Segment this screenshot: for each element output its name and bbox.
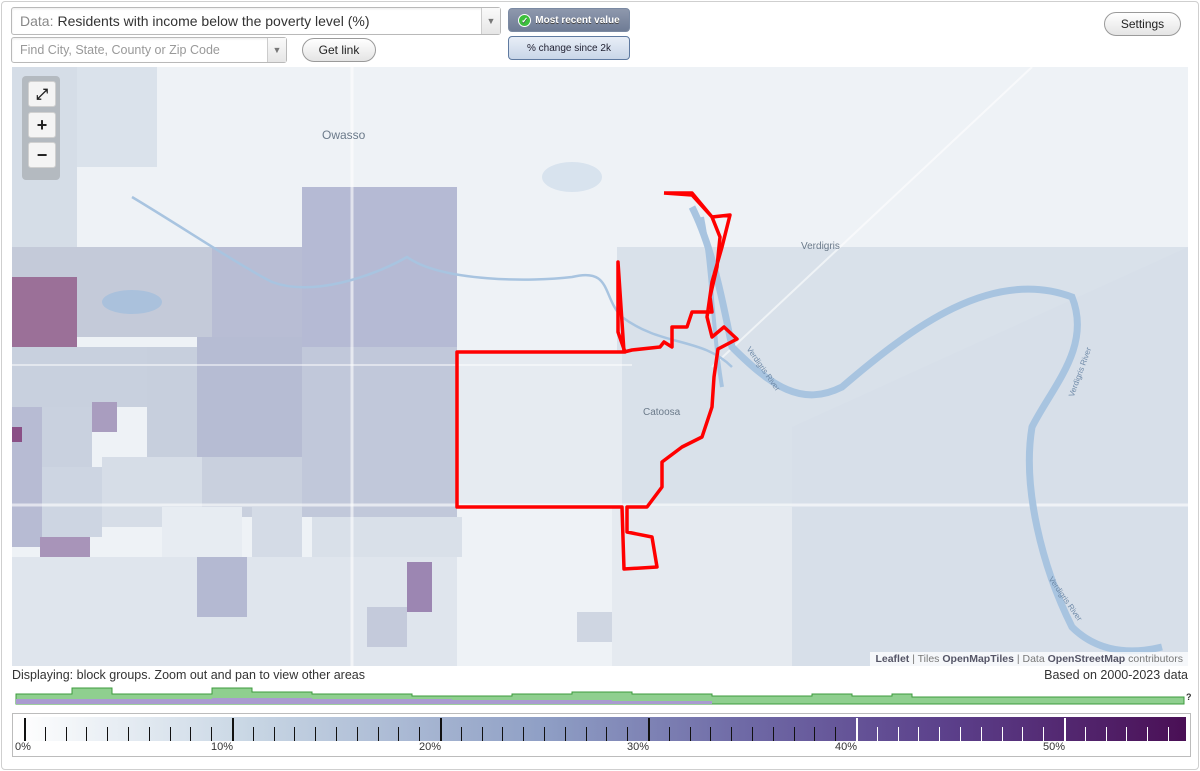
legend-tick — [1043, 727, 1045, 741]
leaflet-link[interactable]: Leaflet — [875, 653, 910, 665]
legend-tick — [148, 727, 150, 741]
legend-tick — [1126, 727, 1128, 741]
legend-tick — [939, 727, 941, 741]
fit-extent-icon[interactable]: ⤢ — [28, 81, 56, 107]
legend-tick — [294, 727, 296, 741]
check-icon: ✓ — [518, 13, 532, 27]
legend-tick — [835, 727, 837, 741]
legend-tick — [169, 727, 171, 741]
legend-tick — [793, 727, 795, 741]
legend-tick — [128, 727, 129, 741]
legend-tick — [731, 727, 733, 741]
legend-tick — [65, 727, 67, 741]
legend-tick — [960, 727, 961, 741]
legend-tick — [377, 727, 379, 741]
legend-tick — [1001, 727, 1003, 741]
zoom-in-button[interactable]: + — [28, 112, 56, 138]
legend-tick — [689, 727, 691, 741]
legend-tick — [814, 727, 816, 741]
legend-label: 50% — [1043, 741, 1066, 753]
legend-tick — [211, 727, 213, 741]
legend-tick — [24, 718, 26, 741]
legend-tick — [585, 727, 587, 741]
map-attribution: Leaflet | Tiles OpenMapTiles | Data Open… — [870, 652, 1188, 666]
legend-tick — [1064, 718, 1066, 741]
legend-tick — [606, 727, 608, 741]
legend-tick — [481, 727, 483, 741]
legend-tick — [564, 727, 566, 741]
legend-tick — [1022, 727, 1024, 741]
legend-tick — [772, 727, 774, 741]
legend-label: 40% — [835, 741, 858, 753]
legend-gradient — [17, 717, 1186, 741]
most-recent-label: Most recent value — [535, 14, 620, 26]
legend-tick — [856, 718, 858, 741]
zoom-out-button[interactable]: − — [28, 142, 56, 168]
legend-tick — [107, 727, 109, 741]
legend-tick — [876, 727, 878, 741]
legend-tick — [897, 727, 899, 741]
legend-tick — [523, 727, 525, 741]
search-input[interactable]: Find City, State, County or Zip Code — [20, 43, 220, 57]
zoom-control: ⤢ + − — [22, 76, 60, 180]
color-legend: 0% 10% 20% 30% 40% 50% — [12, 713, 1191, 757]
osm-link[interactable]: OpenStreetMap — [1047, 653, 1126, 665]
legend-tick — [460, 727, 462, 741]
percent-change-toggle[interactable]: % change since 2k — [508, 36, 630, 60]
legend-tick — [252, 727, 254, 741]
legend-tick — [1168, 727, 1169, 741]
displaying-caption: Displaying: block groups. Zoom out and p… — [12, 668, 365, 682]
legend-tick — [336, 727, 337, 741]
distribution-histogram: ? — [15, 687, 1192, 705]
legend-tick — [315, 727, 317, 741]
legend-tick — [668, 727, 670, 741]
place-label-catoosa: Catoosa — [643, 407, 681, 418]
legend-tick — [648, 718, 650, 741]
legend-tick — [190, 727, 192, 741]
data-range-caption: Based on 2000-2023 data — [1044, 668, 1188, 682]
choropleth-map — [12, 67, 1188, 666]
legend-tick — [356, 727, 358, 741]
legend-label: 30% — [627, 741, 650, 753]
legend-label: 20% — [419, 741, 442, 753]
legend-tick — [440, 718, 442, 741]
legend-label: 0% — [15, 741, 31, 753]
legend-tick — [1147, 727, 1149, 741]
legend-tick — [918, 727, 920, 741]
legend-tick — [419, 727, 421, 741]
legend-tick — [232, 718, 234, 741]
chevron-down-icon[interactable]: ▼ — [481, 8, 500, 34]
legend-tick — [398, 727, 400, 741]
map-view[interactable]: Owasso Verdigris Catoosa Verdigris River… — [12, 67, 1188, 666]
legend-tick — [1084, 727, 1086, 741]
tiles-link[interactable]: OpenMapTiles — [942, 653, 1014, 665]
legend-tick — [710, 727, 712, 741]
data-label: Data: — [20, 13, 54, 29]
legend-label: 10% — [211, 741, 234, 753]
get-link-button[interactable]: Get link — [302, 38, 376, 62]
legend-tick — [273, 727, 275, 741]
highlighted-area — [455, 191, 739, 571]
legend-tick — [44, 727, 46, 741]
settings-button[interactable]: Settings — [1104, 12, 1181, 36]
place-label-owasso: Owasso — [322, 128, 366, 142]
chevron-down-icon[interactable]: ▼ — [267, 38, 286, 62]
legend-tick — [502, 727, 504, 741]
data-value: Residents with income below the poverty … — [57, 13, 370, 29]
histogram-end-label: ? — [1186, 692, 1192, 702]
legend-tick — [627, 727, 629, 741]
legend-tick — [980, 727, 982, 741]
legend-tick — [544, 727, 545, 741]
most-recent-toggle[interactable]: ✓ Most recent value — [508, 8, 630, 32]
legend-tick — [1105, 727, 1107, 741]
legend-tick — [752, 727, 753, 741]
legend-tick — [86, 727, 88, 741]
data-select[interactable]: Data: Residents with income below the po… — [11, 7, 501, 35]
location-search[interactable]: Find City, State, County or Zip Code ▼ — [11, 37, 287, 63]
place-label-verdigris: Verdigris — [801, 241, 840, 252]
